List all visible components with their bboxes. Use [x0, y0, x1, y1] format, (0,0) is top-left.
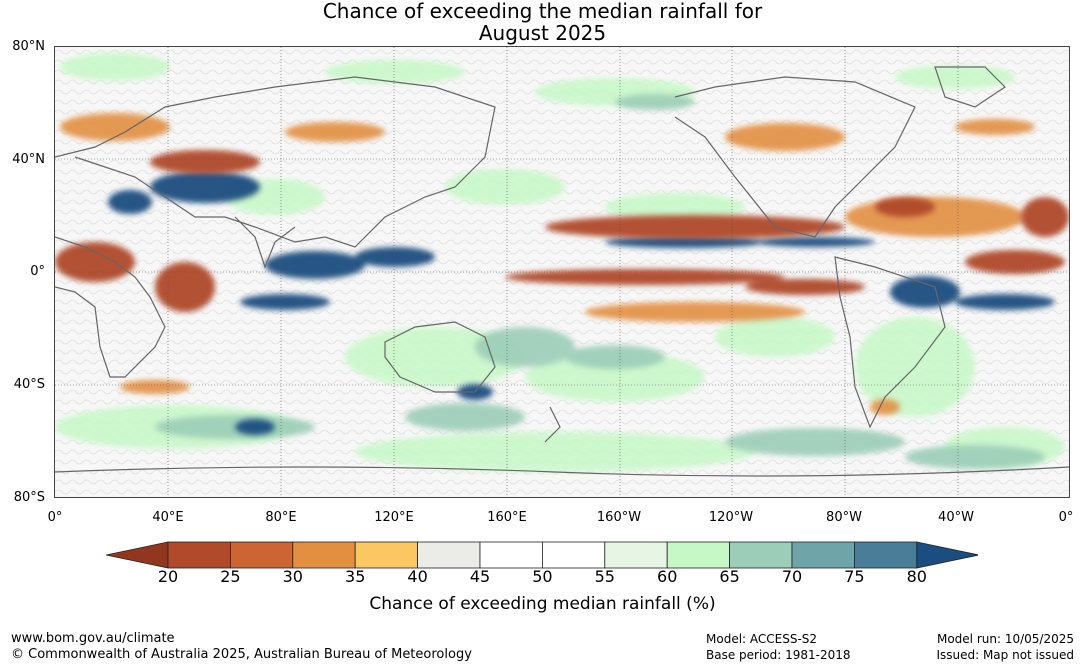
- colorbar-tick-label: 45: [469, 567, 491, 586]
- footer-issued: Issued: Map not issued: [936, 648, 1074, 662]
- colorbar-segment: [791, 541, 855, 569]
- colorbar-tick-label: 20: [157, 567, 179, 586]
- lon-label-160e: 160°E: [487, 510, 527, 525]
- colorbar-segment: [354, 541, 418, 569]
- colorbar-segment: [479, 541, 543, 569]
- footer-model: Model: ACCESS-S2: [706, 632, 818, 646]
- footer-website: www.bom.gov.au/climate: [11, 631, 175, 646]
- colorbar-tick-label: 55: [594, 567, 615, 586]
- colorbar-segment: [541, 541, 606, 569]
- colorbar-segment: [230, 541, 294, 569]
- lat-label-80n: 80°N: [12, 39, 45, 54]
- colorbar-title: Chance of exceeding median rainfall (%): [369, 594, 716, 614]
- colorbar-tick-label: 25: [220, 567, 241, 586]
- colorbar-canvas: [105, 541, 979, 569]
- lat-label-40n: 40°N: [12, 152, 45, 167]
- colorbar-segment: [292, 541, 356, 569]
- title-line-2: August 2025: [478, 21, 607, 45]
- lon-label-40e: 40°E: [152, 510, 184, 525]
- map-title: Chance of exceeding the median rainfall …: [0, 0, 1085, 44]
- footer-base-period: Base period: 1981-2018: [706, 648, 851, 662]
- footer-model-run: Model run: 10/05/2025: [936, 632, 1074, 646]
- colorbar-segment: [854, 541, 918, 569]
- lon-label-120e: 120°E: [374, 510, 414, 525]
- colorbar-tick-label: 75: [844, 567, 865, 586]
- lat-label-80s: 80°S: [13, 490, 45, 505]
- lat-label-40s: 40°S: [13, 377, 45, 392]
- lon-label-80e: 80°E: [265, 510, 297, 525]
- map-canvas: [55, 47, 1069, 497]
- lon-label-0-end: 0°: [1058, 510, 1074, 525]
- colorbar-tick-label: 35: [345, 567, 366, 586]
- colorbar-segment: [604, 541, 668, 569]
- lon-label-160w: 160°W: [596, 510, 642, 525]
- colorbar-segment: [666, 541, 731, 569]
- colorbar-tick-label: 80: [906, 567, 927, 586]
- colorbar-tick-label: 40: [407, 567, 428, 586]
- colorbar-tick-label: 60: [657, 567, 678, 586]
- colorbar-tick-label: 50: [532, 567, 553, 586]
- colorbar-segment: [417, 541, 481, 569]
- colorbar-high-extend: [916, 541, 979, 569]
- footer-copyright: © Commonwealth of Australia 2025, Austra…: [11, 647, 472, 662]
- lat-label-0: 0°: [30, 264, 45, 279]
- colorbar-tick-label: 30: [282, 567, 303, 586]
- lon-label-120w: 120°W: [708, 510, 754, 525]
- lon-label-80w: 80°W: [826, 510, 862, 525]
- colorbar-tick-label: 65: [719, 567, 740, 586]
- colorbar-segment: [729, 541, 793, 569]
- colorbar: [105, 540, 979, 570]
- title-line-1: Chance of exceeding the median rainfall …: [322, 0, 763, 23]
- colorbar-low-extend: [105, 541, 169, 569]
- colorbar-tick-label: 70: [781, 567, 803, 586]
- lon-label-0: 0°: [47, 510, 63, 525]
- colorbar-segment: [167, 541, 231, 569]
- lon-label-40w: 40°W: [938, 510, 974, 525]
- rainfall-map: [54, 46, 1070, 498]
